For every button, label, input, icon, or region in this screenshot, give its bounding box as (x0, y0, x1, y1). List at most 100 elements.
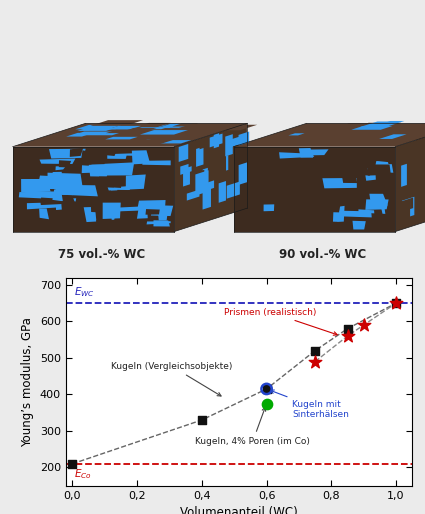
Polygon shape (142, 160, 171, 166)
Polygon shape (140, 124, 167, 129)
Text: $E_{WC}$: $E_{WC}$ (74, 286, 95, 300)
Polygon shape (242, 194, 255, 201)
Polygon shape (59, 160, 71, 168)
Polygon shape (314, 221, 337, 230)
Polygon shape (395, 123, 425, 231)
Polygon shape (286, 174, 299, 187)
Polygon shape (39, 209, 49, 219)
Polygon shape (103, 203, 121, 219)
Polygon shape (130, 139, 175, 144)
Polygon shape (308, 199, 330, 204)
Polygon shape (84, 207, 96, 222)
Polygon shape (70, 148, 83, 157)
Polygon shape (379, 134, 425, 140)
Polygon shape (73, 132, 124, 135)
Polygon shape (189, 160, 192, 167)
Polygon shape (266, 149, 290, 156)
Polygon shape (157, 124, 193, 128)
Polygon shape (52, 188, 63, 201)
Polygon shape (279, 152, 314, 158)
Polygon shape (340, 211, 372, 217)
Polygon shape (351, 149, 375, 155)
Point (360, 321, 367, 329)
Polygon shape (151, 205, 173, 216)
Polygon shape (117, 190, 146, 199)
Polygon shape (156, 130, 198, 133)
Point (344, 332, 351, 340)
Polygon shape (304, 197, 341, 212)
Polygon shape (136, 177, 153, 186)
Point (312, 346, 318, 355)
Polygon shape (238, 162, 247, 185)
Polygon shape (333, 140, 358, 145)
Polygon shape (359, 199, 383, 206)
Polygon shape (414, 128, 425, 130)
Polygon shape (408, 168, 411, 183)
Polygon shape (380, 179, 395, 186)
Text: 90 vol.-% WC: 90 vol.-% WC (279, 248, 367, 261)
Polygon shape (132, 150, 150, 164)
Polygon shape (121, 186, 130, 192)
Point (198, 416, 205, 424)
Polygon shape (289, 133, 305, 135)
Polygon shape (205, 180, 214, 191)
Polygon shape (414, 159, 424, 179)
Polygon shape (156, 206, 170, 211)
Polygon shape (180, 163, 192, 175)
Polygon shape (126, 174, 146, 190)
Polygon shape (414, 173, 418, 186)
Polygon shape (51, 172, 62, 186)
Polygon shape (80, 151, 88, 166)
Polygon shape (90, 120, 143, 126)
Polygon shape (114, 210, 139, 223)
Polygon shape (96, 220, 123, 228)
Polygon shape (373, 121, 405, 126)
Polygon shape (334, 161, 348, 166)
Polygon shape (156, 193, 168, 199)
Polygon shape (242, 203, 265, 214)
Polygon shape (342, 175, 357, 183)
Polygon shape (352, 221, 366, 229)
Polygon shape (319, 199, 332, 204)
Text: Kugeln (Vergleichsobjekte): Kugeln (Vergleichsobjekte) (111, 362, 232, 396)
Polygon shape (127, 128, 157, 130)
Polygon shape (421, 154, 425, 174)
Text: Kugeln, 4% Poren (im Co): Kugeln, 4% Poren (im Co) (196, 407, 310, 446)
Point (69, 460, 76, 468)
Polygon shape (62, 185, 98, 196)
Polygon shape (300, 150, 329, 155)
Polygon shape (200, 140, 211, 149)
Polygon shape (64, 198, 76, 208)
Polygon shape (236, 206, 261, 213)
Polygon shape (268, 217, 290, 223)
Polygon shape (75, 125, 122, 130)
Polygon shape (132, 123, 170, 128)
Polygon shape (40, 195, 75, 205)
Text: Prismen (realistisch): Prismen (realistisch) (224, 308, 337, 335)
Polygon shape (359, 223, 371, 230)
Polygon shape (37, 176, 60, 189)
Polygon shape (21, 179, 51, 192)
Polygon shape (266, 196, 275, 203)
Polygon shape (411, 170, 420, 187)
Polygon shape (264, 177, 293, 194)
Polygon shape (359, 121, 398, 127)
Polygon shape (320, 159, 343, 163)
Polygon shape (188, 124, 215, 127)
Polygon shape (178, 144, 188, 162)
Polygon shape (366, 199, 388, 210)
Polygon shape (360, 164, 370, 176)
Polygon shape (387, 140, 413, 142)
Polygon shape (187, 190, 199, 200)
Y-axis label: Young’s modulus, GPa: Young’s modulus, GPa (21, 317, 34, 447)
Polygon shape (136, 127, 167, 129)
Polygon shape (40, 158, 75, 164)
Polygon shape (339, 130, 388, 134)
Polygon shape (401, 124, 424, 127)
Polygon shape (266, 182, 283, 194)
Polygon shape (416, 125, 425, 126)
Polygon shape (355, 157, 372, 165)
Polygon shape (140, 130, 188, 135)
Polygon shape (299, 148, 313, 158)
Polygon shape (399, 132, 425, 133)
